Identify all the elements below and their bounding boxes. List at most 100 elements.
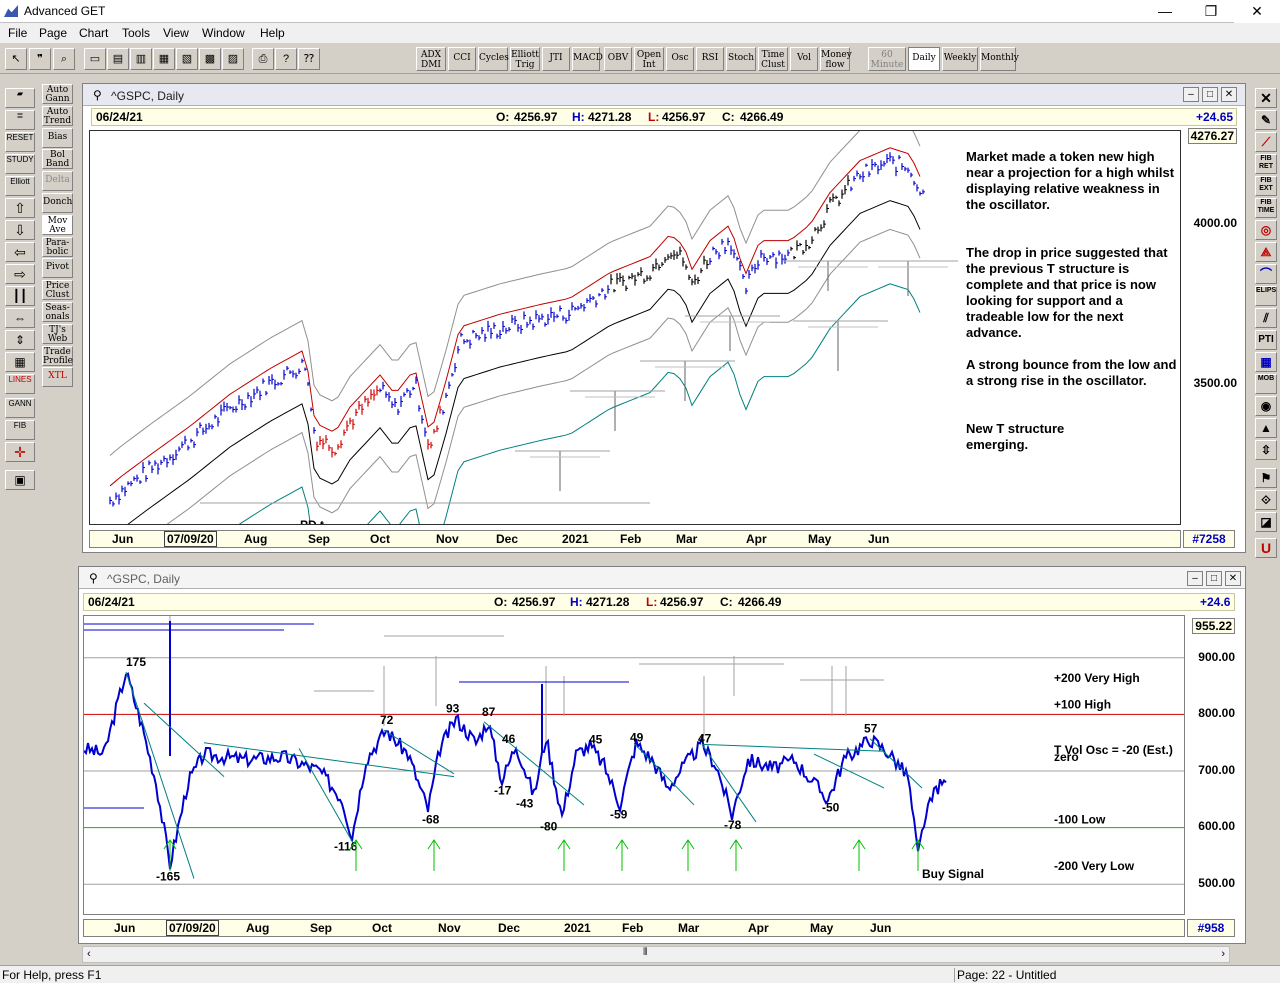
arc-icon[interactable]: ⌒ — [1255, 264, 1277, 284]
study-button-seas--onals[interactable]: Seas-onals — [42, 302, 73, 322]
tool-b-icon[interactable]: ◪ — [1255, 512, 1277, 532]
horizontal-scrollbar[interactable]: ‹ › ⦀ — [82, 946, 1230, 963]
open-page-icon[interactable]: ▭ — [84, 48, 106, 70]
indicator-button-cci[interactable]: CCI — [448, 47, 476, 71]
table-icon[interactable]: ▦ — [5, 352, 35, 372]
indicator-button-money-flow[interactable]: Money flow — [820, 47, 852, 71]
expand-icon[interactable]: ⇕ — [5, 330, 35, 350]
study-icon[interactable]: STUDY — [5, 154, 35, 174]
x-label-cursor-date[interactable]: 07/09/20 — [164, 531, 217, 547]
fib-ext-icon[interactable]: FIB EXT — [1255, 176, 1277, 196]
menu-chart[interactable]: Chart — [79, 26, 109, 40]
indicator-button-vol[interactable]: Vol — [790, 47, 818, 71]
menu-help[interactable]: Help — [260, 26, 285, 40]
period-button-monthly[interactable]: Monthly — [980, 47, 1019, 71]
period-button-daily[interactable]: Daily — [908, 47, 940, 71]
reset-icon[interactable]: RESET — [5, 132, 35, 152]
magnet-icon[interactable]: ◉ — [1255, 396, 1277, 416]
indicator-button-rsi[interactable]: RSI — [696, 47, 724, 71]
minimize-button[interactable]: — — [1158, 3, 1172, 19]
menu-tools[interactable]: Tools — [122, 26, 151, 40]
arrow-down-icon[interactable]: ⇩ — [5, 220, 35, 240]
fib-ret-icon[interactable]: FIB RET — [1255, 154, 1277, 174]
indicator-button-jti[interactable]: JTI — [542, 47, 570, 71]
study-button-auto-gann[interactable]: Auto Gann — [42, 84, 73, 104]
pencil-icon[interactable]: ✎ — [1255, 110, 1277, 130]
lines-icon[interactable]: LINES — [5, 374, 35, 394]
gann-icon[interactable]: GANN — [5, 398, 35, 418]
indicator-button-elliott-trig[interactable]: Elliott Trig — [510, 47, 540, 71]
crosshair-icon[interactable]: ✛ — [5, 442, 35, 462]
scroll-thumb-icon[interactable]: ⦀ — [643, 947, 648, 958]
chart1-close-button[interactable]: ✕ — [1221, 87, 1237, 102]
restore-button[interactable]: ❐ — [1204, 3, 1218, 19]
fan-icon[interactable]: ⟁ — [1255, 242, 1277, 262]
tool-a-icon[interactable]: ⟐ — [1255, 490, 1277, 510]
menu-window[interactable]: Window — [202, 26, 245, 40]
menu-file[interactable]: File — [8, 26, 28, 40]
flag-icon[interactable]: ⚑ — [1255, 468, 1277, 488]
fib-circle-icon[interactable]: ◎ — [1255, 220, 1277, 240]
fib-time-icon[interactable]: FIB TIME — [1255, 198, 1277, 218]
arrow-left-icon[interactable]: ⇦ — [5, 242, 35, 262]
study-button-donch[interactable]: Donch — [42, 193, 73, 213]
pointer-icon[interactable]: ↖ — [5, 48, 27, 70]
open-folder-icon[interactable]: ▰ — [5, 88, 35, 108]
study-button-delta[interactable]: Delta — [42, 171, 73, 192]
indicator-button-adx-dmi[interactable]: ADX DMI — [416, 47, 446, 71]
line-tool-icon[interactable]: ⟋ — [1255, 132, 1277, 152]
mob-icon[interactable]: MOB — [1255, 374, 1277, 394]
study-button-bol-band[interactable]: Bol Band — [42, 149, 73, 170]
chart2-close-button[interactable]: ✕ — [1225, 571, 1241, 586]
menu-view[interactable]: View — [163, 26, 189, 40]
study-button-price-clust[interactable]: Price Clust — [42, 280, 73, 301]
cascade-icon[interactable]: ▧ — [176, 48, 198, 70]
menu-page[interactable]: Page — [39, 26, 68, 40]
scroll-right-icon[interactable]: › — [1221, 948, 1225, 960]
period-button-weekly[interactable]: Weekly — [942, 47, 978, 71]
scroll-left-icon[interactable]: ‹ — [87, 948, 91, 960]
chart2-minimize-button[interactable]: – — [1187, 571, 1203, 586]
arrow-up-icon[interactable]: ⇧ — [5, 198, 35, 218]
osc-x-label-cursor-date[interactable]: 07/09/20 — [166, 920, 219, 936]
price-plot[interactable]: PD t Market made a token new high near a… — [89, 116, 1181, 623]
indicator-button-open-int[interactable]: Open Int — [634, 47, 664, 71]
layout-icon[interactable]: ▨ — [222, 48, 244, 70]
arrow-right-icon[interactable]: ⇨ — [5, 264, 35, 284]
delete-icon[interactable]: ✕ — [1255, 88, 1277, 108]
period-button-60-minute[interactable]: 60 Minute — [868, 47, 906, 71]
study-button-para--bolic[interactable]: Para-bolic — [42, 236, 73, 257]
chart1-maximize-button[interactable]: □ — [1202, 87, 1218, 102]
indicator-button-macd[interactable]: MACD — [572, 47, 603, 71]
elliott-icon[interactable]: Elliott — [5, 176, 35, 196]
channel-icon[interactable]: ⫽ — [1255, 308, 1277, 328]
study-button-tjs-web[interactable]: TJ's Web — [42, 323, 73, 344]
chart-icon[interactable]: ▥ — [130, 48, 152, 70]
u-tool-icon[interactable]: U — [1255, 538, 1277, 558]
scroll-icon[interactable]: ⇳ — [1255, 440, 1277, 460]
indicator-button-obv[interactable]: OBV — [604, 47, 632, 71]
print-icon[interactable]: ⎙ — [252, 48, 274, 70]
oscillator-plot[interactable]: 175 72 93 87 46 45 49 47 57 -165 -116 -68 -17 -43 -80 -… — [83, 615, 1185, 915]
indicator-button-osc[interactable]: Osc — [666, 47, 694, 71]
study-button-mov-ave[interactable]: Mov Ave — [42, 214, 73, 235]
pti-icon[interactable]: PTI — [1255, 330, 1277, 350]
study-button-xtl[interactable]: XTL — [42, 367, 73, 388]
draw-icon[interactable]: ≣ — [5, 110, 35, 130]
close-button[interactable]: ✕ — [1234, 0, 1280, 23]
compress-icon[interactable]: ⇔ — [5, 308, 35, 328]
chart1-minimize-button[interactable]: – — [1183, 87, 1199, 102]
study-button-auto-trend[interactable]: Auto Trend — [42, 105, 73, 126]
grid-icon[interactable]: ▩ — [199, 48, 221, 70]
quote-icon[interactable]: ❞ — [29, 48, 51, 70]
study-button-trade-profile[interactable]: Trade Profile — [42, 345, 73, 366]
save-page-icon[interactable]: ▤ — [107, 48, 129, 70]
help-icon[interactable]: ? — [275, 48, 297, 70]
study-button-pivot[interactable]: Pivot — [42, 258, 73, 279]
triangle-icon[interactable]: ▲ — [1255, 418, 1277, 438]
tile-icon[interactable]: ▦ — [153, 48, 175, 70]
bars-icon[interactable]: ┃┃ — [5, 286, 35, 306]
pin-icon-2[interactable]: ⚲ — [89, 571, 98, 585]
ellipse-icon[interactable]: ELIPS — [1255, 286, 1277, 306]
fib-icon[interactable]: FIB — [5, 420, 35, 440]
